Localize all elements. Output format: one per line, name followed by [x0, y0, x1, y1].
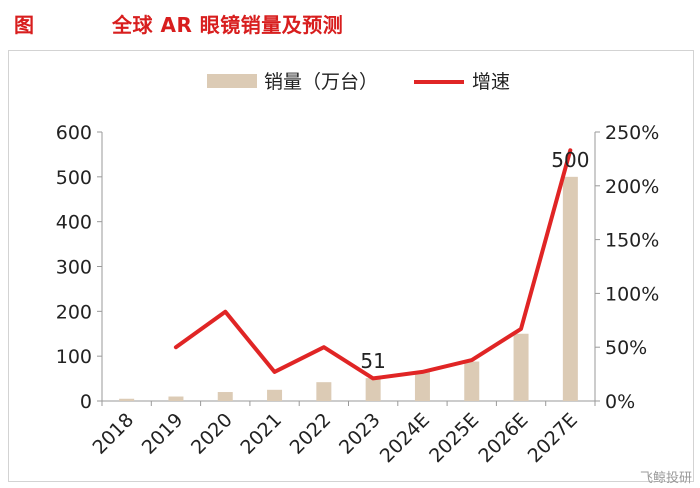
x-category-label: 2025E — [425, 409, 483, 467]
bar-2018 — [119, 398, 135, 401]
left-tick-label: 500 — [56, 167, 92, 189]
left-tick-label: 600 — [56, 122, 92, 144]
figure-label: 图 — [14, 13, 34, 37]
x-category-label: 2026E — [474, 409, 532, 467]
chart-frame — [8, 50, 694, 482]
left-tick-label: 200 — [56, 301, 92, 323]
bar-2027E — [562, 176, 578, 401]
watermark: 飞鲸投研 — [639, 471, 692, 486]
legend-bar-swatch — [207, 74, 257, 88]
chart-title: 全球 AR 眼镜销量及预测 — [112, 13, 344, 37]
x-category-label: 2024E — [376, 409, 434, 467]
x-category-label: 2019 — [138, 409, 188, 459]
left-tick-label: 400 — [56, 212, 92, 234]
legend-line-label: 增速 — [472, 71, 510, 93]
bar-2021 — [267, 389, 283, 401]
bar-2019 — [168, 396, 184, 401]
left-tick-label: 0 — [80, 391, 92, 413]
x-category-label: 2021 — [236, 409, 286, 459]
data-label: 500 — [551, 148, 589, 172]
right-tick-label: 150% — [605, 230, 659, 252]
bar-2024E — [414, 371, 430, 401]
bar-2026E — [513, 333, 529, 401]
x-category-label: 2022 — [286, 409, 336, 459]
x-category-label: 2020 — [187, 409, 237, 459]
bar-2023 — [365, 378, 381, 401]
growth-line — [173, 148, 573, 381]
right-tick-label: 50% — [605, 337, 647, 359]
right-tick-label: 200% — [605, 176, 659, 198]
x-category-label: 2018 — [88, 409, 138, 459]
x-category-label: 2027E — [524, 409, 582, 467]
left-tick-label: 100 — [56, 346, 92, 368]
left-tick-label: 300 — [56, 257, 92, 279]
bar-2022 — [316, 382, 332, 401]
data-label: 51 — [360, 349, 385, 373]
right-tick-label: 250% — [605, 122, 659, 144]
right-tick-label: 100% — [605, 283, 659, 305]
legend-bar-label: 销量（万台） — [264, 71, 378, 93]
right-tick-label: 0% — [605, 391, 635, 413]
bar-2020 — [217, 392, 233, 401]
bar-2025E — [464, 361, 480, 401]
